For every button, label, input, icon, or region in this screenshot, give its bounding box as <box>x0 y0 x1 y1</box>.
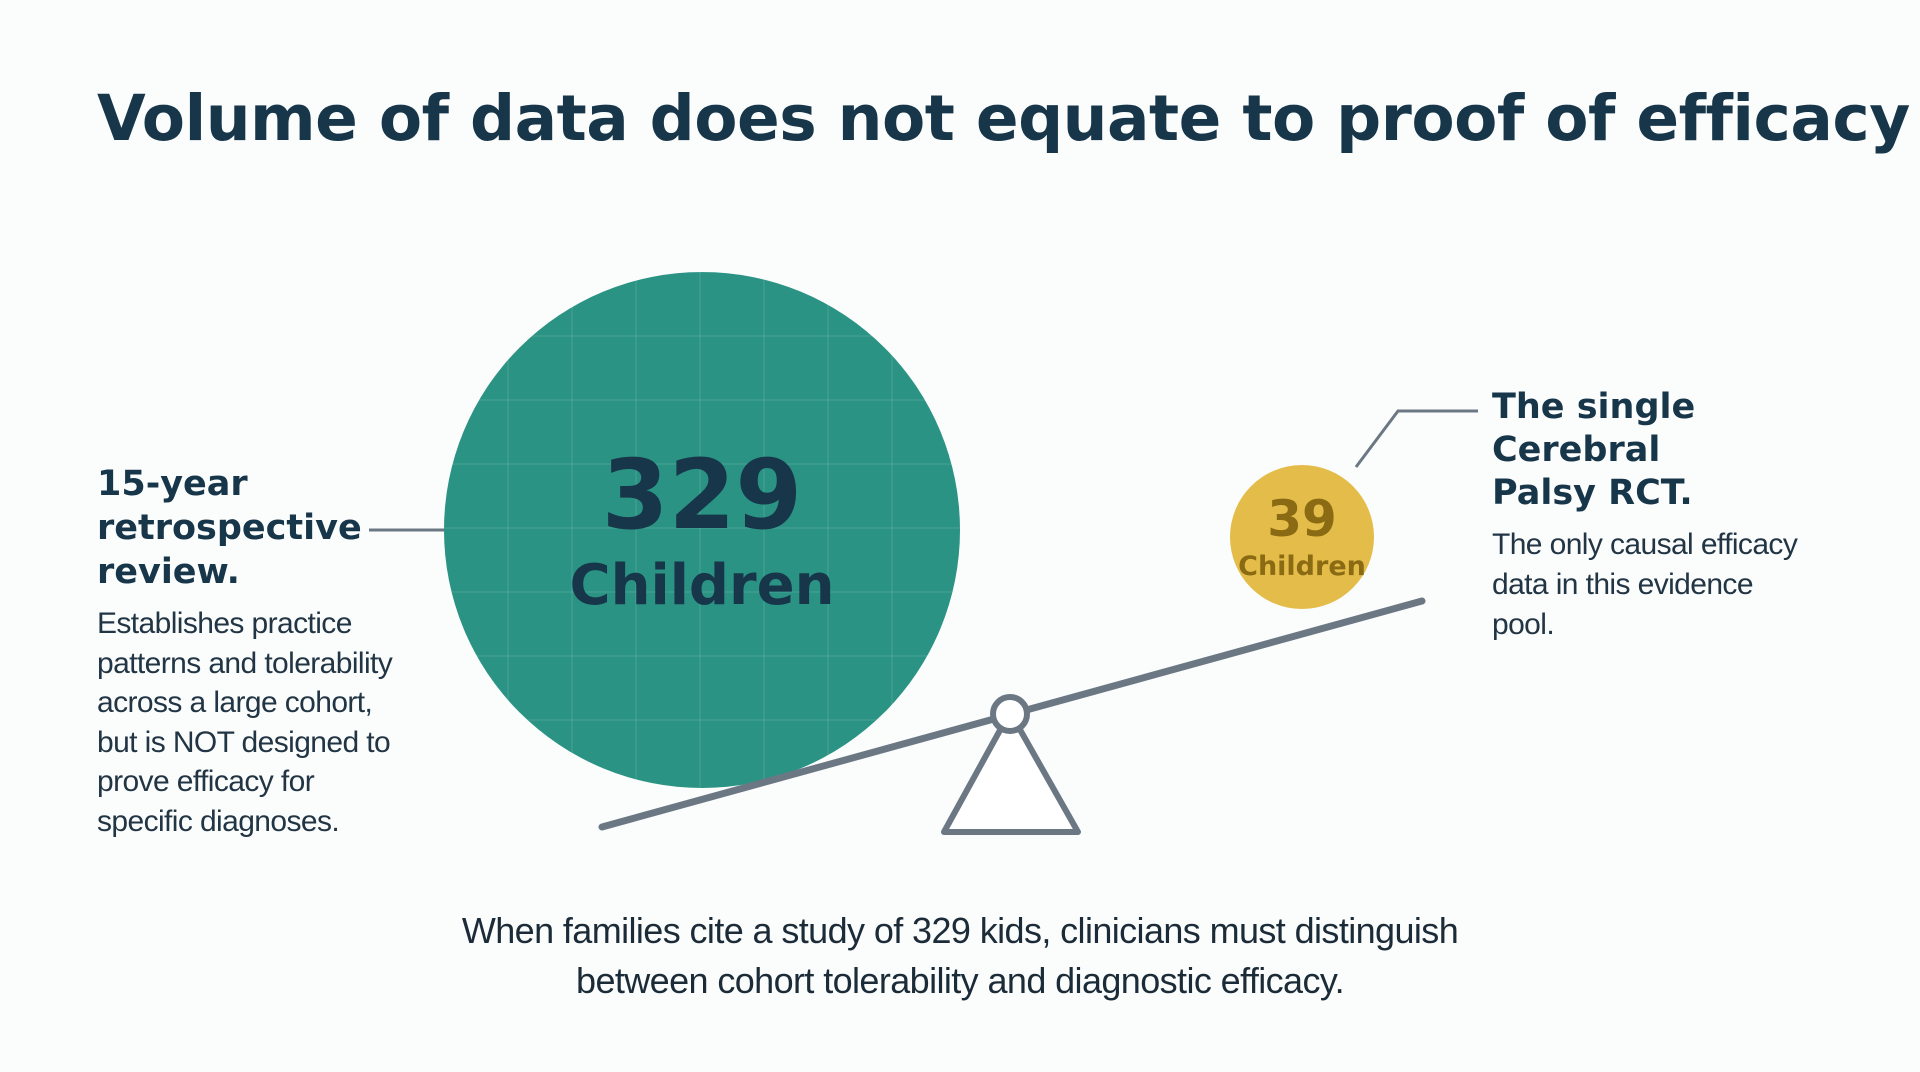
description-line: prove efficacy for <box>97 765 315 798</box>
heading-line: review. <box>97 552 240 592</box>
heading-line: Palsy RCT. <box>1492 473 1693 513</box>
right-leader-line <box>1354 409 1478 468</box>
fulcrum-triangle <box>941 709 1081 835</box>
small-study-annotation: The single Cerebral Palsy RCT. The only … <box>1492 386 1852 645</box>
description-line: data in this evidence <box>1492 568 1754 601</box>
small-study-heading: The single Cerebral Palsy RCT. <box>1492 386 1852 515</box>
footer-caption: When families cite a study of 329 kids, … <box>0 906 1920 1006</box>
heading-line: retrospective <box>97 508 362 548</box>
footer-line: between cohort tolerability and diagnost… <box>576 960 1345 1001</box>
large-study-description: Establishes practice patterns and tolera… <box>97 604 457 841</box>
heading-line: 15-year <box>97 464 248 504</box>
description-line: specific diagnoses. <box>97 804 340 838</box>
large-study-circle: 329 Children <box>444 272 960 788</box>
large-study-unit: Children <box>570 553 835 618</box>
small-study-circle: 39 Children <box>1230 465 1374 609</box>
large-study-number: 329 <box>602 439 802 551</box>
description-line: across a large cohort, <box>97 686 373 719</box>
small-study-number: 39 <box>1267 490 1337 548</box>
description-line: but is NOT designed to <box>97 725 391 759</box>
large-study-annotation: 15-year retrospective review. Establishe… <box>97 462 457 841</box>
heading-line: Cerebral <box>1492 430 1661 470</box>
small-study-description: The only causal efficacy data in this ev… <box>1492 525 1852 645</box>
description-line: pool. <box>1492 608 1555 641</box>
page-title: Volume of data does not equate to proof … <box>97 82 1910 155</box>
footer-line: When families cite a study of 329 kids, … <box>461 910 1459 951</box>
pivot-circle <box>990 694 1030 734</box>
heading-line: The single <box>1492 387 1696 427</box>
description-line: Establishes practice <box>97 607 352 640</box>
description-line: patterns and tolerability <box>97 646 393 680</box>
small-study-unit: Children <box>1238 551 1366 582</box>
large-study-heading: 15-year retrospective review. <box>97 462 457 594</box>
description-line: The only causal efficacy <box>1492 528 1798 561</box>
